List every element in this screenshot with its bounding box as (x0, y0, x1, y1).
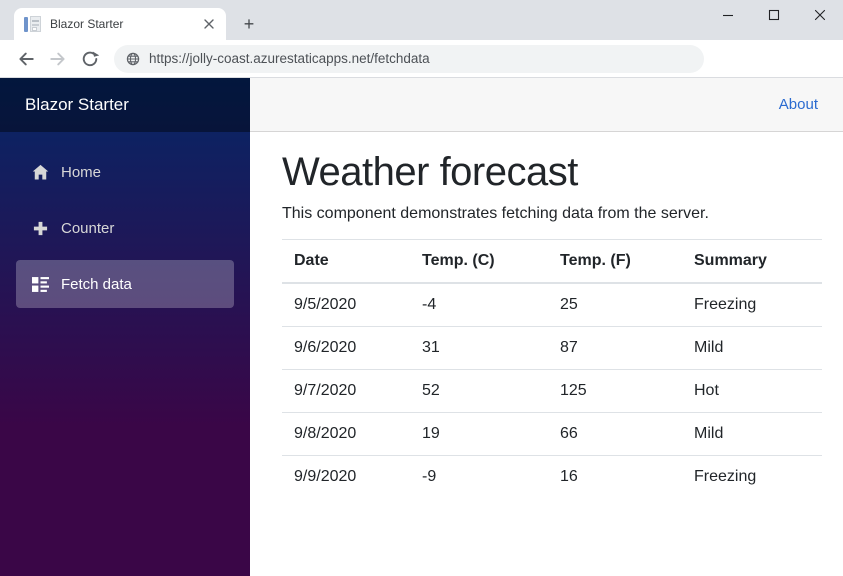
nav-item-fetchdata-wrap: Fetch data (0, 260, 250, 316)
table-header-cell: Temp. (C) (410, 239, 548, 284)
table-row: 9/6/2020 31 87 Mild (282, 326, 822, 370)
site-info-globe-icon[interactable] (126, 52, 140, 66)
sidebar-item-counter[interactable]: Counter (16, 204, 234, 252)
page-description: This component demonstrates fetching dat… (282, 205, 709, 222)
browser-tab-strip: Blazor Starter + (0, 0, 843, 40)
forecast-table: Date Temp. (C) Temp. (F) Summary 9/5/2020 -4… (282, 239, 822, 498)
brand-link[interactable]: Blazor Starter (0, 78, 250, 132)
table-header-row: Date Temp. (C) Temp. (F) Summary (282, 239, 822, 284)
tab-title: Blazor Starter (50, 17, 124, 31)
sidebar-item-home[interactable]: Home (16, 148, 234, 196)
browser-tab[interactable]: Blazor Starter (14, 8, 226, 40)
table-cell: 9/6/2020 (282, 326, 410, 370)
table-cell: 16 (548, 455, 682, 498)
table-header-cell: Summary (682, 239, 822, 284)
nav-menu: Home Counter (0, 132, 250, 316)
table-cell: Freezing (682, 282, 822, 327)
window-controls (705, 0, 843, 30)
table-cell: 9/9/2020 (282, 455, 410, 498)
sidebar: Blazor Starter Home Counter (0, 78, 250, 576)
sidebar-item-fetch-data[interactable]: Fetch data (16, 260, 234, 308)
browser-toolbar: https://jolly-coast.azurestaticapps.net/… (0, 40, 843, 78)
table-row: 9/7/2020 52 125 Hot (282, 369, 822, 413)
url-text: https://jolly-coast.azurestaticapps.net/… (149, 51, 430, 66)
nav-item-counter-wrap: Counter (0, 204, 250, 260)
main-area: About Weather forecast This component de… (250, 78, 843, 576)
home-icon (32, 164, 49, 181)
app-top-bar: About (250, 78, 843, 132)
table-cell: Hot (682, 369, 822, 413)
app-window: Blazor Starter Home Counter (0, 78, 843, 576)
sidebar-item-label: Fetch data (61, 275, 132, 293)
list-icon (32, 276, 49, 293)
sidebar-item-label: Counter (61, 219, 115, 237)
address-bar[interactable]: https://jolly-coast.azurestaticapps.net/… (114, 44, 704, 73)
table-cell: 125 (548, 369, 682, 413)
table-row: 9/9/2020 -9 16 Freezing (282, 455, 822, 498)
brand-label: Blazor Starter (25, 95, 129, 114)
nav-item-home-wrap: Home (0, 148, 250, 204)
table-header-cell: Date (282, 239, 410, 284)
table-body: 9/5/2020 -4 25 Freezing 9/6/2020 31 87 Mild 9/7/… (282, 282, 822, 498)
new-tab-button[interactable]: + (243, 13, 255, 34)
page-content: Weather forecast This component demonstr… (250, 132, 843, 498)
window-close-button[interactable] (797, 0, 843, 30)
plus-icon (32, 220, 49, 237)
table-header-cell: Temp. (F) (548, 239, 682, 284)
table-cell: 9/5/2020 (282, 282, 410, 327)
window-maximize-button[interactable] (751, 0, 797, 30)
sidebar-item-label: Home (61, 163, 102, 181)
page-title: Weather forecast (282, 150, 578, 194)
table-cell: 9/7/2020 (282, 369, 410, 413)
forward-button[interactable] (44, 45, 72, 73)
table-row: 9/8/2020 19 66 Mild (282, 412, 822, 456)
table-cell: Freezing (682, 455, 822, 498)
tab-favicon-icon (24, 15, 41, 33)
back-button[interactable] (12, 45, 40, 73)
table-cell: -9 (410, 455, 548, 498)
table-cell: 9/8/2020 (282, 412, 410, 456)
table-cell: 19 (410, 412, 548, 456)
reload-button[interactable] (76, 45, 104, 73)
table-cell: 25 (548, 282, 682, 327)
table-cell: Mild (682, 412, 822, 456)
table-row: 9/5/2020 -4 25 Freezing (282, 282, 822, 327)
table-cell: 87 (548, 326, 682, 370)
table-cell: 52 (410, 369, 548, 413)
table-cell: 66 (548, 412, 682, 456)
table-cell: Mild (682, 326, 822, 370)
tab-close-icon[interactable] (200, 15, 218, 33)
window-minimize-button[interactable] (705, 0, 751, 30)
about-link[interactable]: About (778, 96, 818, 113)
table-cell: 31 (410, 326, 548, 370)
table-cell: -4 (410, 282, 548, 327)
